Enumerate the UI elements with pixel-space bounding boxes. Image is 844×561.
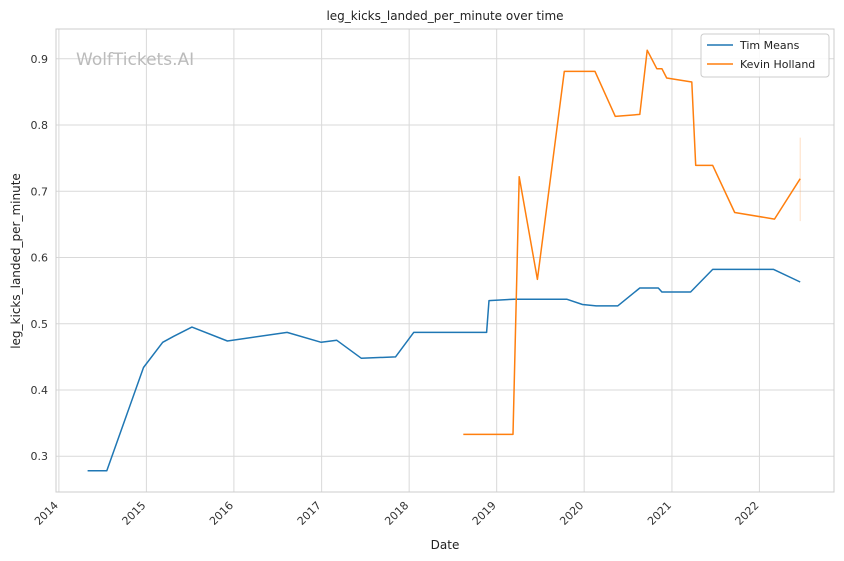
- y-axis-label: leg_kicks_landed_per_minute: [9, 173, 23, 349]
- legend-label-tim-means: Tim Means: [739, 39, 800, 52]
- series-line-kevin-holland: [463, 49, 801, 436]
- grid-lines: [56, 29, 834, 492]
- watermark-text: WolfTickets.AI: [76, 50, 194, 70]
- series-line-tim-means: [87, 268, 801, 472]
- legend: Tim Means Kevin Holland: [700, 33, 830, 78]
- x-tick-label: 2017: [295, 499, 324, 528]
- x-tick-label: 2015: [120, 499, 149, 528]
- x-tick-label: 2014: [32, 499, 61, 528]
- y-tick-label: 0.5: [31, 318, 49, 331]
- x-tick-label: 2022: [733, 499, 762, 528]
- y-tick-label: 0.7: [31, 185, 49, 198]
- x-axis-label: Date: [431, 538, 460, 552]
- series-layer: [87, 49, 801, 472]
- y-tick-label: 0.9: [31, 53, 49, 66]
- x-tick-label: 2018: [382, 499, 411, 528]
- y-tick-label: 0.8: [31, 119, 49, 132]
- legend-label-kevin-holland: Kevin Holland: [740, 58, 815, 71]
- x-tick-label: 2020: [557, 499, 586, 528]
- x-tick-label: 2016: [207, 499, 236, 528]
- y-tick-label: 0.6: [31, 252, 49, 265]
- plot-frame: [55, 28, 835, 493]
- chart-title: leg_kicks_landed_per_minute over time: [326, 9, 563, 23]
- y-tick-label: 0.4: [31, 384, 49, 397]
- y-tick-labels: 0.3 0.4 0.5 0.6 0.7 0.8 0.9: [31, 53, 49, 463]
- x-tick-labels: 2014 2015 2016 2017 2018 2019 2020 2021 2022: [32, 499, 762, 528]
- y-tick-label: 0.3: [31, 450, 49, 463]
- x-tick-label: 2019: [470, 499, 499, 528]
- x-tick-label: 2021: [645, 499, 674, 528]
